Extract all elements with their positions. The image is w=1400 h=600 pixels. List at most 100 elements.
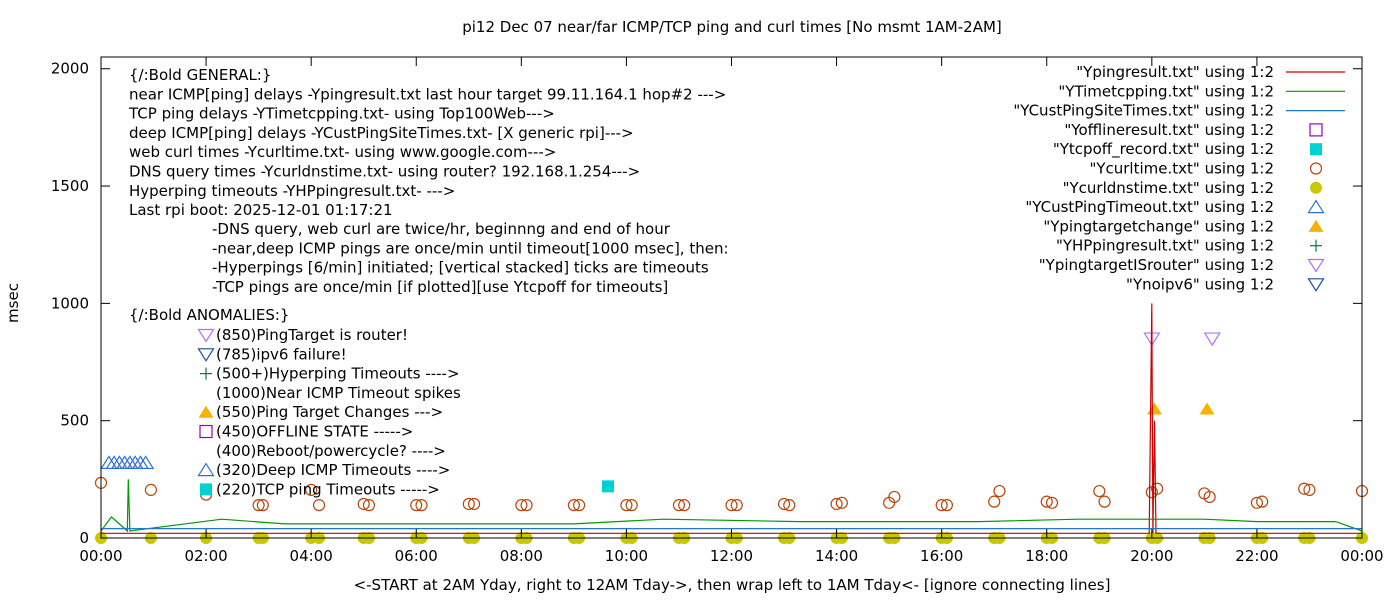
- legend-label: "Ypingresult.txt" using 1:2: [1076, 63, 1274, 81]
- series-line: [100, 479, 1363, 533]
- x-tick-label: 00:00: [1340, 547, 1383, 565]
- legend-marker: [1307, 199, 1325, 214]
- anomaly-line: (850)PingTarget is router!: [216, 326, 408, 344]
- y-axis-label: msec: [4, 283, 22, 323]
- legend-label: "Ycurltime.txt" using 1:2: [1089, 160, 1274, 178]
- data-point: [777, 497, 791, 511]
- axes: 0 500 1000 1500 2000 00:00 02:00 04:00 06:00 08:0…: [51, 56, 1384, 565]
- anomaly-line: (220)TCP ping Timeouts ----->: [216, 480, 440, 498]
- data-point: [415, 499, 428, 512]
- data-point: [1303, 483, 1316, 496]
- annotation-line: {/:Bold GENERAL:}: [129, 66, 271, 84]
- anomaly-marker: [198, 405, 214, 418]
- x-tick-label: 14:00: [815, 547, 858, 565]
- anomaly-line: (1000)Near ICMP Timeout spikes: [216, 384, 461, 402]
- data-point: [1250, 496, 1264, 509]
- legend-marker: [1308, 219, 1324, 232]
- data-point: [1045, 496, 1059, 509]
- data-point: [1203, 490, 1216, 504]
- data-point: [515, 499, 528, 512]
- annotation-note: -near,deep ICMP pings are once/min until…: [212, 239, 729, 257]
- data-point: [312, 499, 326, 512]
- annotation-line: deep ICMP[ping] delays -YCustPingSiteTim…: [129, 124, 634, 142]
- legend-label: "YpingtargetISrouter" using 1:2: [1039, 256, 1274, 274]
- data-point: [835, 496, 848, 509]
- legend-label: "Ycurldnstime.txt" using 1:2: [1063, 179, 1274, 197]
- annotation-line: DNS query times -Ycurldnstime.txt- using…: [129, 163, 640, 181]
- y-tick-label: 1000: [51, 294, 89, 312]
- data-point: [520, 499, 533, 512]
- anomaly-marker: [197, 348, 215, 362]
- legend-marker: [1310, 239, 1322, 252]
- data-point: [1098, 495, 1111, 508]
- data-point: [137, 455, 155, 470]
- annotation-note: -TCP pings are once/min [if plotted][use…: [212, 278, 668, 296]
- anomalies-title: {/:Bold ANOMALIES:}: [129, 306, 289, 324]
- anomaly-marker: [197, 462, 215, 477]
- series-3: [602, 480, 615, 493]
- data-point: [730, 499, 743, 512]
- data-point: [625, 499, 638, 512]
- data-point: [1093, 484, 1106, 498]
- y-tick-label: 0: [79, 529, 89, 547]
- data-point: [725, 499, 738, 512]
- data-point: [888, 490, 901, 504]
- data-point: [252, 499, 265, 512]
- series-2: [100, 455, 155, 470]
- data-point: [362, 499, 376, 512]
- legend-marker: [1309, 123, 1323, 137]
- data-point: [988, 495, 1001, 508]
- y-tick-label: 500: [60, 412, 89, 430]
- x-tick-label: 04:00: [290, 547, 333, 565]
- x-tick-label: 10:00: [605, 547, 648, 565]
- data-point: [678, 499, 691, 512]
- data-point: [1199, 402, 1215, 415]
- legend-marker: [1310, 181, 1322, 194]
- annotation-line: TCP ping delays -YTimetcpping.txt- using…: [128, 105, 555, 123]
- data-point: [602, 480, 615, 493]
- anomaly-marker: [200, 483, 212, 496]
- x-tick-label: 12:00: [710, 547, 753, 565]
- anomaly-marker: [200, 367, 212, 380]
- annotation-note: -Hyperpings [6/min] initiated; [vertical…: [212, 259, 709, 277]
- data-point: [144, 483, 158, 496]
- data-point: [256, 499, 269, 512]
- legend: "Ypingresult.txt" using 1:2"YTimetcpping…: [1013, 63, 1345, 293]
- data-point: [357, 497, 370, 511]
- annotation-line: web curl times -Ycurltime.txt- using www…: [129, 143, 556, 161]
- anomaly-marker: [199, 424, 213, 439]
- legend-label: "YHPpingresult.txt" using 1:2: [1056, 237, 1274, 255]
- x-tick-label: 02:00: [184, 547, 227, 565]
- anomaly-line: (785)ipv6 failure!: [216, 345, 347, 363]
- data-point: [462, 497, 475, 511]
- x-tick-label: 20:00: [1130, 547, 1173, 565]
- data-point: [935, 499, 948, 512]
- y-tick-label: 2000: [51, 60, 89, 78]
- x-tick-label: 16:00: [920, 547, 963, 565]
- chart-title: pi12 Dec 07 near/far ICMP/TCP ping and c…: [462, 18, 1002, 36]
- x-tick-label: 08:00: [500, 547, 543, 565]
- legend-marker: [1307, 258, 1325, 273]
- series-line: [101, 303, 1362, 534]
- series-7: [100, 479, 1363, 533]
- legend-label: "Ynoipv6" using 1:2: [1126, 275, 1274, 293]
- anomaly-line: (450)OFFLINE STATE ----->: [216, 423, 413, 441]
- x-tick-label: 06:00: [395, 547, 438, 565]
- series-0: [94, 476, 1369, 512]
- annotation-note: -DNS query, web curl are twice/hr, begin…: [212, 220, 671, 238]
- anomaly-line: (320)Deep ICMP Timeouts ---->: [216, 461, 450, 479]
- legend-label: "Ytcpoff_record.txt" using 1:2: [1053, 140, 1274, 159]
- legend-label: "Ypingtargetchange" using 1:2: [1043, 217, 1274, 235]
- annotations: {/:Bold GENERAL:}near ICMP[ping] delays …: [128, 66, 729, 498]
- data-point: [410, 499, 423, 512]
- data-point: [573, 499, 586, 512]
- data-point: [1256, 495, 1269, 508]
- legend-marker: [1309, 162, 1323, 175]
- legend-label: "YCustPingSiteTimes.txt" using 1:2: [1013, 102, 1274, 120]
- annotation-line: Last rpi boot: 2025-12-01 01:17:21: [129, 201, 393, 219]
- series-6: [101, 303, 1362, 534]
- data-point: [783, 499, 796, 512]
- anomaly-line: (550)Ping Target Changes --->: [216, 403, 443, 421]
- data-point: [1203, 332, 1221, 347]
